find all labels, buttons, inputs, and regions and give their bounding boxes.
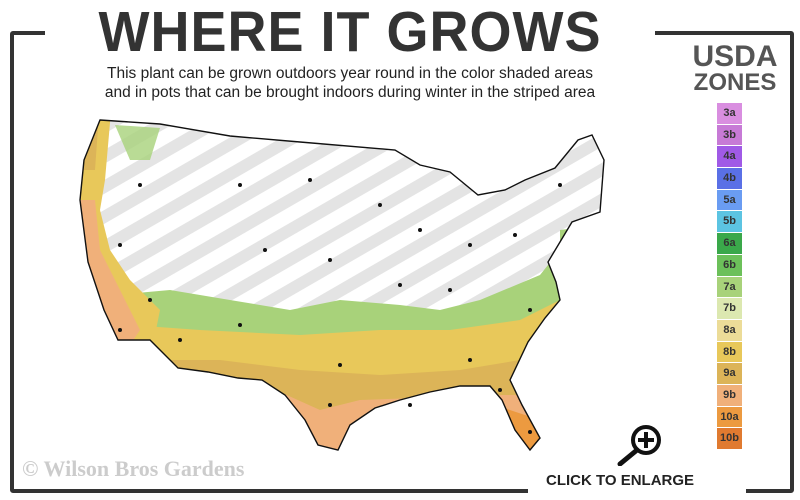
legend-zone-7a: 7a <box>717 276 742 299</box>
page-title: WHERE IT GROWS <box>98 0 602 64</box>
legend-title-line-2: ZONES <box>693 69 777 96</box>
legend-zone-8a: 8a <box>717 319 742 342</box>
legend-zone-5b: 5b <box>717 211 742 234</box>
click-to-enlarge-button[interactable]: CLICK TO ENLARGE <box>546 472 695 489</box>
legend-title: USDA ZONES <box>670 40 800 96</box>
legend-zone-6a: 6a <box>717 233 742 255</box>
legend-zone-10a: 10a <box>717 406 742 429</box>
legend-zone-5a: 5a <box>717 189 742 212</box>
legend-zone-3a: 3a <box>717 103 742 125</box>
subtitle: This plant can be grown outdoors year ro… <box>40 64 660 102</box>
subtitle-line-2: and in pots that can be brought indoors … <box>104 84 596 101</box>
legend-zone-10b: 10b <box>717 428 742 450</box>
city-dots <box>118 178 562 434</box>
legend-zone-8b: 8b <box>717 341 742 364</box>
legend-zone-4b: 4b <box>717 168 742 190</box>
magnifier-plus-icon[interactable] <box>612 422 664 466</box>
legend-zone-9a: 9a <box>717 363 742 385</box>
legend-zone-9b: 9b <box>717 384 742 407</box>
legend-zone-3b: 3b <box>717 124 742 147</box>
zone-legend: 3a 3b 4a 4b 5a 5b 6a 6b 7a 7b 8a 8b 9a 9b 10a 10b <box>717 103 742 450</box>
legend-zone-7b: 7b <box>717 298 742 320</box>
legend-title-line-1: USDA <box>692 40 778 73</box>
copyright-watermark: © Wilson Bros Gardens <box>22 456 245 481</box>
legend-zone-4a: 4a <box>717 146 742 169</box>
subtitle-line-1: This plant can be grown outdoors year ro… <box>107 65 593 82</box>
legend-zone-6b: 6b <box>717 254 742 277</box>
